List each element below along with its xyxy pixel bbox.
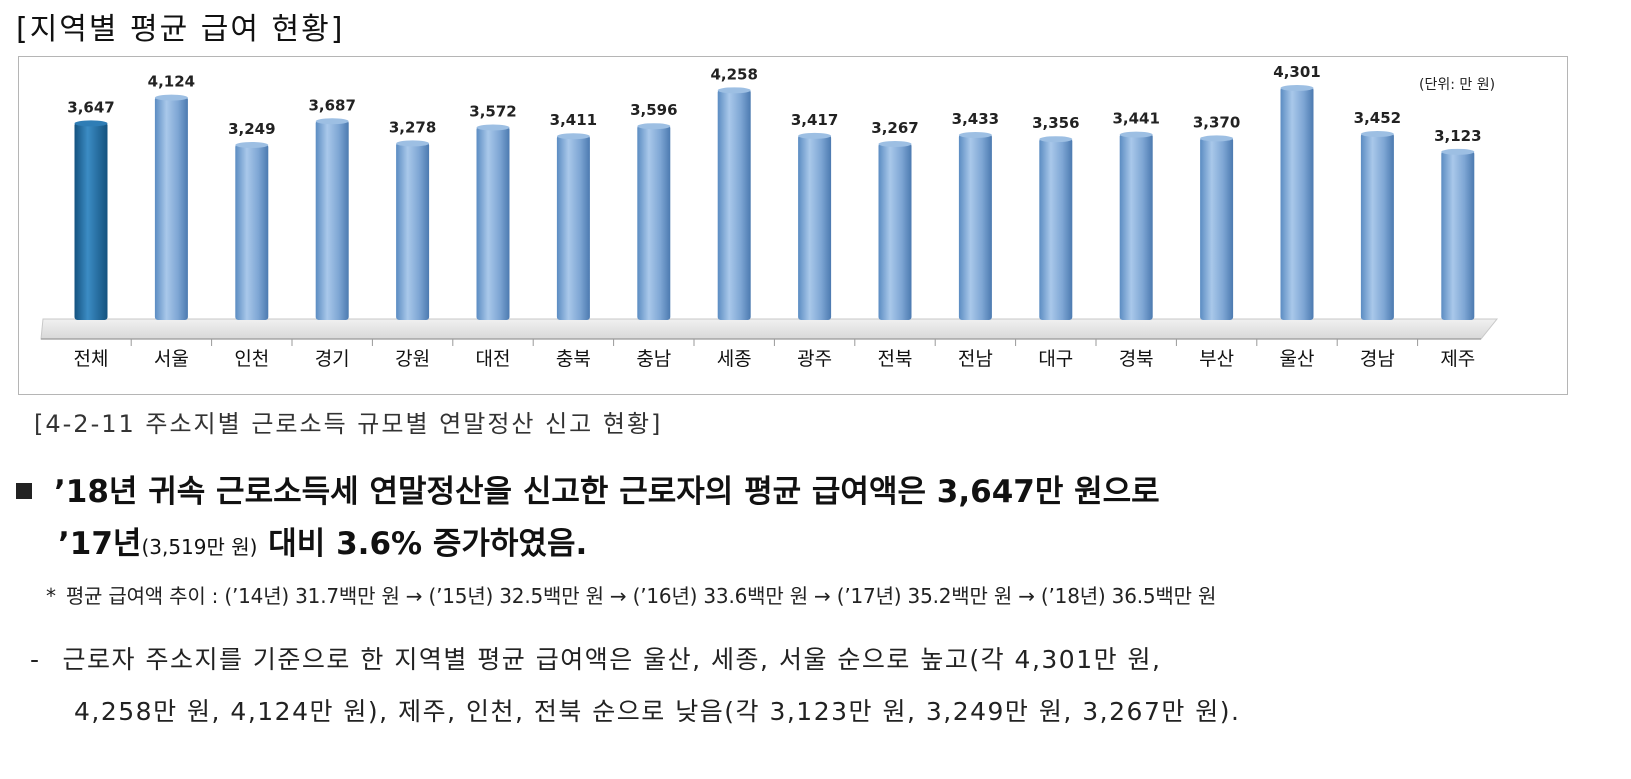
bar-value-label-0: 3,647 [67,98,114,116]
bar-value-label-3: 3,687 [308,96,355,114]
bar-cap-5 [476,124,510,131]
bar-7 [637,125,671,320]
bar-cap-6 [556,133,590,140]
square-bullet-icon [16,482,32,499]
bar-value-label-8: 4,258 [710,65,757,83]
bar-value-label-4: 3,278 [389,118,436,136]
category-label-15: 울산 [1280,348,1315,370]
bar-cap-9 [798,132,832,139]
detail-text-1: 근로자 주소지를 기준으로 한 지역별 평균 급여액은 울산, 세종, 서울 순… [62,645,1162,674]
category-label-3: 경기 [315,348,350,370]
asterisk: * [46,584,56,608]
category-label-16: 경남 [1360,348,1395,370]
bar-9 [798,134,832,320]
bar-5 [476,126,510,320]
category-label-14: 부산 [1199,348,1234,370]
bar-cap-16 [1360,130,1394,137]
detail-line-1: - 근로자 주소지를 기준으로 한 지역별 평균 급여액은 울산, 세종, 서울 … [30,640,1162,676]
bar-1 [154,96,188,320]
bar-value-label-16: 3,452 [1354,109,1401,127]
bar-value-label-17: 3,123 [1434,127,1481,145]
bar-cap-7 [637,123,671,130]
bar-16 [1360,132,1394,320]
summary-prev-amount: (3,519만 원) [141,535,258,559]
trend-note: * 평균 급여액 추이 : (’14년) 31.7백만 원 → (’15년) 32… [46,580,1216,609]
bar-2 [235,143,269,320]
figure-caption: [4-2-11 주소지별 근로소득 규모별 연말정산 신고 현황] [34,410,663,438]
bar-value-label-12: 3,356 [1032,114,1079,132]
bar-17 [1441,150,1475,320]
bar-value-label-10: 3,267 [871,119,918,137]
summary-year: ’17년 [58,526,142,562]
category-label-2: 인천 [234,348,269,370]
category-label-9: 광주 [797,348,832,370]
bar-14 [1200,137,1234,320]
category-label-1: 서울 [154,348,189,370]
bar-6 [556,135,590,320]
bar-15 [1280,87,1314,320]
category-label-6: 충북 [556,348,591,370]
bar-chart: 3,647 전체 4,124 서울 3,249 인천 3,687 경기 3,278 강원 3,572… [18,56,1568,395]
chart-title: [지역별 평균 급여 현황] [16,12,345,47]
bar-cap-10 [878,141,912,148]
bar-chart-svg: 3,647 전체 4,124 서울 3,249 인천 3,687 경기 3,278 강원 3,572… [40,63,1499,370]
bar-11 [958,134,992,320]
bar-cap-12 [1039,136,1073,143]
category-label-8: 세종 [717,348,752,370]
bar-value-label-2: 3,249 [228,120,275,138]
bar-13 [1119,133,1153,320]
bar-4 [396,142,430,320]
category-label-11: 전남 [958,348,993,370]
bar-cap-8 [717,87,751,94]
bar-value-label-11: 3,433 [952,110,999,128]
category-label-4: 강원 [395,348,430,370]
bar-cap-17 [1441,148,1475,155]
trend-note-text: 평균 급여액 추이 : (’14년) 31.7백만 원 → (’15년) 32.… [65,584,1217,608]
bar-cap-0 [74,120,108,127]
bar-12 [1039,138,1073,320]
summary-line-2: ’17년(3,519만 원) 대비 3.6% 증가하였음. [58,518,587,573]
bar-0 [74,122,108,320]
bar-8 [717,89,751,320]
category-label-5: 대전 [476,348,511,370]
category-label-7: 충남 [636,348,671,370]
summary-text-2: 대비 3.6% 증가하였음. [257,526,588,562]
bar-cap-11 [958,132,992,139]
bar-10 [878,143,912,320]
category-label-10: 전북 [878,348,913,370]
bar-cap-13 [1119,131,1153,138]
unit-label: (단위: 만 원) [1419,77,1495,93]
bar-value-label-6: 3,411 [550,111,597,129]
category-label-17: 제주 [1440,348,1475,370]
bar-cap-1 [154,94,188,101]
bar-value-label-15: 4,301 [1273,63,1320,81]
bar-value-label-7: 3,596 [630,101,677,119]
bar-value-label-13: 3,441 [1112,110,1159,128]
bar-cap-2 [235,141,269,148]
chart-floor [40,318,1499,340]
bar-value-label-14: 3,370 [1193,113,1240,131]
category-label-12: 대구 [1038,348,1073,370]
bar-cap-14 [1200,135,1234,142]
bar-cap-3 [315,118,349,125]
bar-cap-4 [396,140,430,147]
bar-value-label-5: 3,572 [469,102,516,120]
bar-value-label-1: 4,124 [148,73,195,91]
bar-cap-15 [1280,85,1314,91]
category-label-13: 경북 [1119,348,1154,370]
bar-3 [315,120,349,320]
summary-line-1: ’18년 귀속 근로소득세 연말정산을 신고한 근로자의 평균 급여액은 3,6… [16,466,1616,518]
detail-line-2: 4,258만 원, 4,124만 원), 제주, 인천, 전북 순으로 낮음(각… [74,697,1241,726]
dash-bullet: - [30,645,41,674]
bar-value-label-9: 3,417 [791,111,838,129]
summary-text-1: ’18년 귀속 근로소득세 연말정산을 신고한 근로자의 평균 급여액은 3,6… [54,474,1160,510]
category-label-0: 전체 [74,348,109,370]
